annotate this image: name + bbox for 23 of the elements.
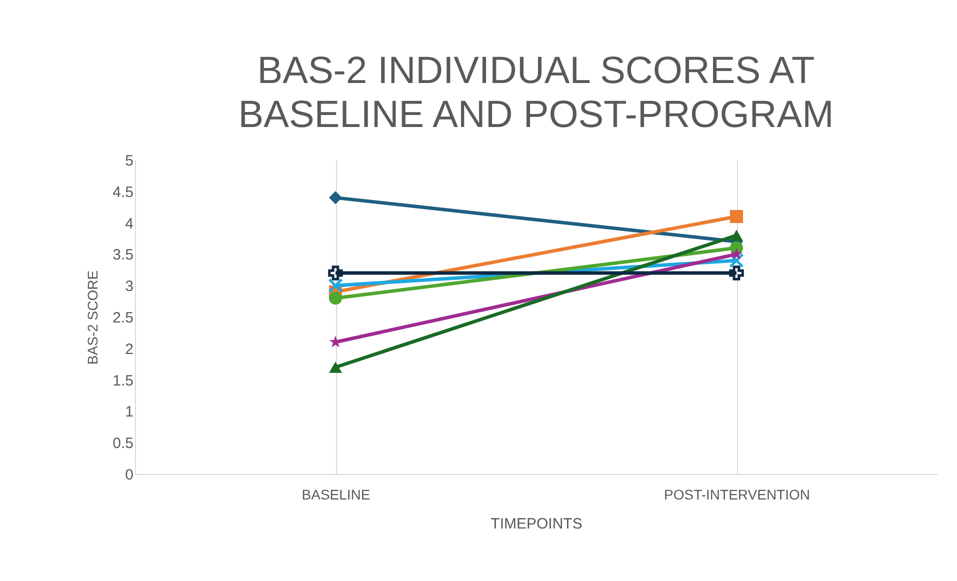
y-tick-label: 0	[125, 466, 134, 484]
x-tick-label: POST-INTERVENTION	[664, 486, 810, 502]
chart-title: BAS-2 INDIVIDUAL SCORES AT BASELINE AND POST-PROGRAM	[238, 50, 834, 136]
point	[730, 248, 743, 260]
y-tick-label: 2.5	[112, 310, 134, 326]
y-tick-label: 4.5	[112, 184, 134, 201]
y-tick-label: 5	[125, 152, 134, 170]
y-tick-label: 4	[125, 215, 134, 232]
y-tick-label: 2	[125, 340, 134, 358]
x-tick-label: BASELINE	[302, 486, 370, 502]
point	[328, 292, 342, 305]
y-tick-label: 1.5	[112, 372, 134, 390]
point	[729, 266, 744, 280]
point	[328, 266, 343, 280]
point	[328, 278, 343, 293]
y-tick-label: 1	[125, 404, 134, 421]
y-tick-label: 0.5	[112, 435, 134, 452]
y-tick-label: 3.5	[112, 246, 134, 264]
y-tick-label: 3	[125, 278, 134, 296]
point	[730, 210, 744, 224]
point	[328, 191, 342, 204]
y-axis-title: BAS-2 SCORE	[84, 270, 101, 365]
x-axis-title: TIMEPOINTS	[490, 516, 582, 532]
